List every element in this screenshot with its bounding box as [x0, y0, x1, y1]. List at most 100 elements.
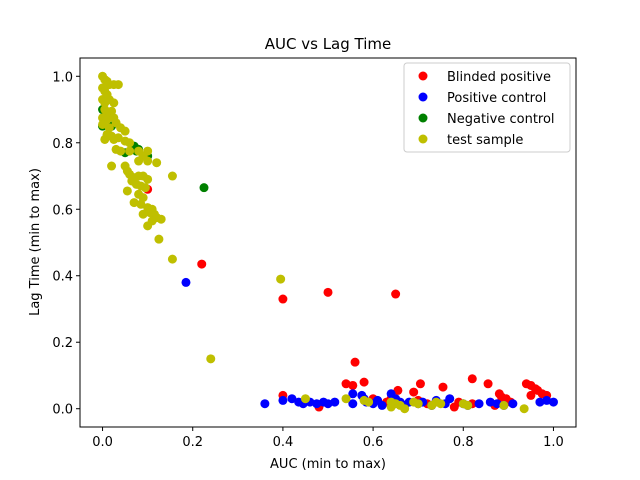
points-layer: [98, 71, 558, 414]
data-point: [125, 138, 135, 148]
data-point: [140, 183, 150, 193]
y-tick-label: 0.0: [52, 403, 73, 418]
data-point: [400, 404, 410, 414]
legend-marker: [418, 92, 428, 102]
data-point: [113, 80, 123, 90]
chart-title: AUC vs Lag Time: [265, 35, 392, 53]
data-point: [508, 399, 518, 409]
data-point: [386, 402, 396, 412]
legend-label: Positive control: [447, 91, 546, 106]
data-point: [323, 399, 333, 409]
legend-marker: [418, 113, 428, 123]
data-point: [107, 161, 117, 171]
data-point: [260, 399, 270, 409]
data-point: [341, 394, 351, 404]
x-tick-label: 1.0: [543, 435, 564, 450]
x-tick-label: 0.4: [273, 435, 294, 450]
data-point: [138, 209, 148, 219]
legend-box: [403, 62, 571, 153]
data-point: [156, 214, 166, 224]
data-point: [100, 134, 110, 144]
data-point: [143, 174, 153, 184]
y-tick-label: 0.2: [52, 336, 73, 351]
data-point: [391, 289, 401, 299]
y-tick-label: 0.4: [52, 270, 73, 285]
data-point: [129, 198, 139, 208]
series-0: [143, 184, 552, 412]
x-tick-label: 0.0: [92, 435, 113, 450]
data-point: [409, 387, 419, 397]
data-point: [197, 259, 207, 269]
data-point: [436, 399, 446, 409]
data-point: [348, 399, 358, 409]
data-point: [499, 400, 509, 410]
data-point: [548, 397, 558, 407]
legend-label: test sample: [447, 133, 523, 148]
data-point: [154, 234, 164, 244]
data-point: [526, 390, 536, 400]
data-point: [323, 287, 333, 297]
data-point: [413, 399, 423, 409]
legend-label: Negative control: [447, 112, 555, 127]
data-point: [181, 277, 191, 287]
x-axis-label: AUC (min to max): [270, 457, 386, 472]
data-point: [276, 274, 286, 284]
data-point: [116, 146, 126, 156]
x-axis: 0.0 0.2 0.4 0.6 0.8 1.0: [92, 427, 564, 450]
data-point: [393, 385, 403, 395]
data-point: [492, 399, 502, 409]
data-point: [348, 389, 358, 399]
data-point: [143, 221, 153, 231]
x-tick-label: 0.6: [363, 435, 384, 450]
y-tick-label: 0.8: [52, 137, 73, 152]
data-point: [485, 397, 495, 407]
y-axis: 0.0 0.2 0.4 0.6 0.8 1.0: [52, 70, 80, 418]
data-point: [377, 400, 387, 410]
data-point: [136, 199, 146, 209]
data-point: [109, 134, 119, 144]
data-point: [330, 397, 340, 407]
y-tick-label: 0.6: [52, 203, 73, 218]
legend-marker: [418, 71, 428, 81]
data-point: [415, 379, 425, 389]
data-point: [467, 374, 477, 384]
data-point: [463, 400, 473, 410]
y-tick-label: 1.0: [52, 70, 73, 85]
data-point: [278, 395, 288, 405]
data-point: [143, 156, 153, 166]
data-point: [167, 171, 177, 181]
data-point: [348, 380, 358, 390]
data-point: [312, 399, 322, 409]
data-point: [98, 119, 108, 129]
legend-marker: [418, 134, 428, 144]
series-3: [98, 71, 529, 414]
data-point: [287, 394, 297, 404]
legend-label: Blinded positive: [447, 70, 551, 85]
data-point: [122, 186, 132, 196]
data-point: [206, 354, 216, 364]
y-axis-label: Lag Time (min to max): [28, 168, 43, 316]
data-point: [134, 156, 144, 166]
data-point: [109, 98, 119, 108]
data-point: [120, 126, 130, 136]
data-point: [535, 397, 545, 407]
data-point: [125, 146, 135, 156]
x-tick-label: 0.2: [182, 435, 203, 450]
data-point: [199, 183, 209, 193]
data-point: [278, 294, 288, 304]
data-point: [300, 394, 310, 404]
legend: Blinded positive Positive control Negative…: [403, 62, 571, 153]
data-point: [152, 158, 162, 168]
data-point: [341, 379, 351, 389]
data-point: [483, 379, 493, 389]
data-point: [474, 399, 484, 409]
data-point: [359, 377, 369, 387]
data-point: [350, 357, 360, 367]
data-point: [542, 395, 552, 405]
x-tick-label: 0.8: [453, 435, 474, 450]
data-point: [167, 254, 177, 264]
plot-frame: [79, 57, 577, 428]
data-point: [438, 382, 448, 392]
data-point: [519, 404, 529, 414]
